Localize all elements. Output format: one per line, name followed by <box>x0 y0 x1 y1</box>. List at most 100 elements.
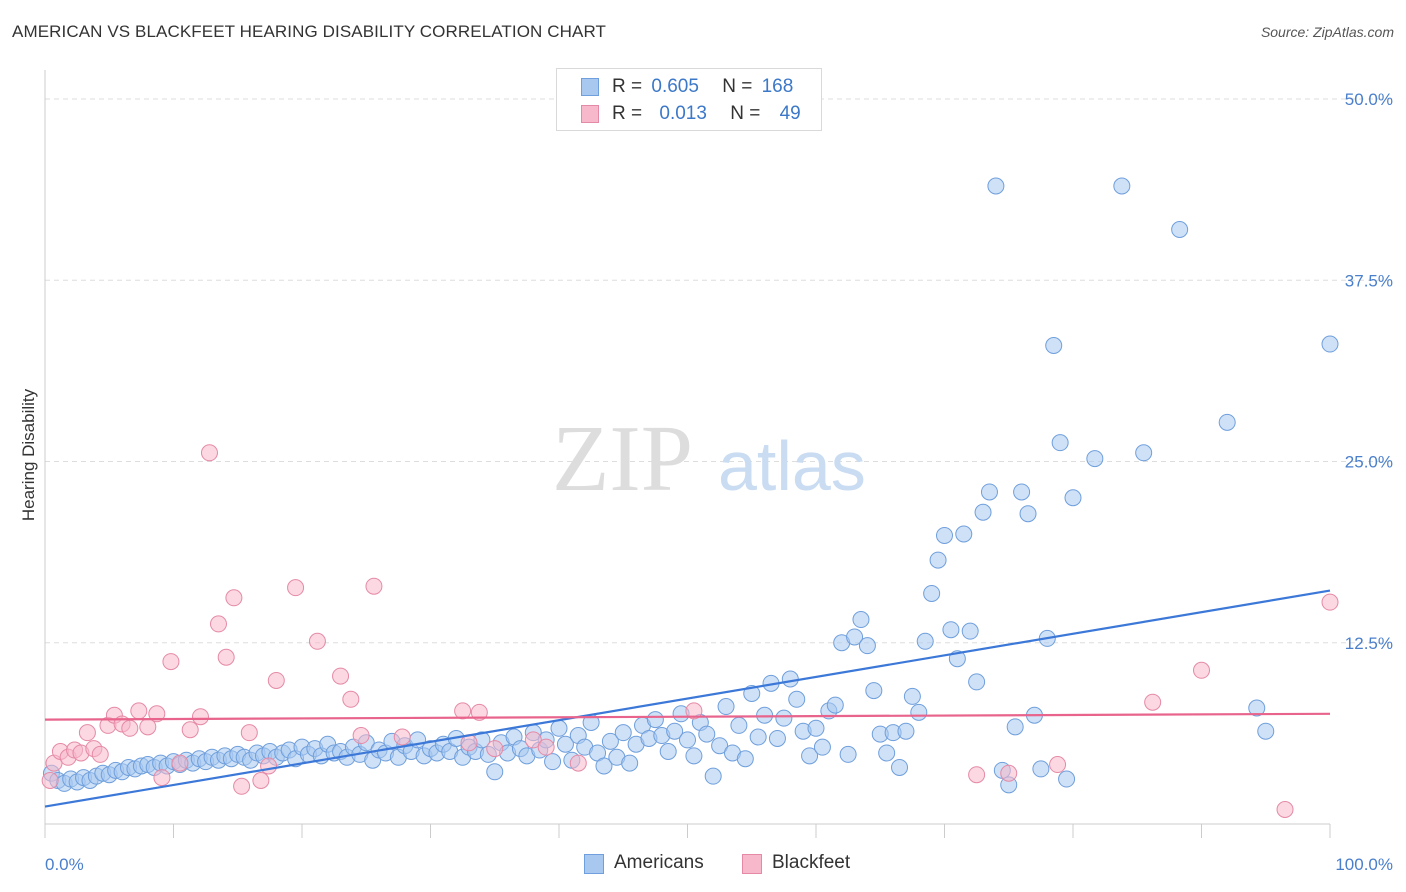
americans-point <box>801 747 819 765</box>
legend-swatch-americans <box>581 78 599 96</box>
americans-point <box>813 738 831 756</box>
americans-point <box>679 731 696 749</box>
americans-point <box>846 628 864 646</box>
americans-point <box>1113 177 1131 195</box>
americans-point <box>550 719 568 737</box>
americans-point <box>858 637 876 655</box>
americans-point <box>698 725 716 743</box>
blackfeet-point <box>171 754 189 772</box>
blackfeet-point <box>537 738 555 756</box>
watermark: ZIP atlas <box>552 407 866 511</box>
americans-points <box>42 177 1339 794</box>
americans-point <box>961 622 979 640</box>
americans-point <box>736 750 754 768</box>
blackfeet-point <box>153 769 171 787</box>
americans-point <box>929 551 947 569</box>
americans-point <box>1045 337 1063 354</box>
grid-lines <box>45 98 1392 644</box>
blackfeet-point <box>287 579 305 597</box>
americans-point <box>704 767 722 785</box>
blackfeet-point <box>685 702 703 720</box>
blackfeet-point <box>486 740 504 758</box>
legend-r-value: 0.605 <box>651 76 699 97</box>
americans-point <box>1013 483 1031 501</box>
blackfeet-point <box>130 702 148 720</box>
americans-point <box>1019 505 1037 523</box>
blackfeet-point <box>200 444 218 462</box>
americans-trend-line <box>44 589 1331 808</box>
blackfeet-points <box>41 444 1339 818</box>
legend-n-value: 168 <box>761 76 794 97</box>
americans-point <box>556 735 574 753</box>
blackfeet-point <box>233 777 251 795</box>
americans-point <box>826 696 844 714</box>
americans-point <box>1064 489 1082 507</box>
blackfeet-point <box>968 766 986 784</box>
blackfeet-point <box>524 731 542 749</box>
blackfeet-point <box>1276 801 1294 818</box>
legend-n-value: 49 <box>779 103 801 124</box>
americans-point <box>852 611 870 629</box>
blackfeet-point <box>454 702 472 720</box>
legend-n-label: N = <box>722 76 753 97</box>
blackfeet-point <box>41 772 59 789</box>
americans-point <box>621 754 639 772</box>
chart-title: AMERICAN VS BLACKFEET HEARING DISABILITY… <box>12 22 607 41</box>
correlation-legend: R = 0.605 N = 168 R = 0.013 N = 49 <box>556 68 822 131</box>
blackfeet-point <box>352 727 370 745</box>
legend-swatch-blackfeet <box>581 105 599 123</box>
americans-point <box>717 698 735 716</box>
americans-point <box>968 673 986 691</box>
x-tick-label: 100.0% <box>1335 855 1393 874</box>
axes <box>44 70 1331 838</box>
americans-point <box>942 621 960 639</box>
blackfeet-point <box>148 705 166 723</box>
americans-point <box>768 729 786 747</box>
y-axis-label: Hearing Disability <box>19 388 38 521</box>
blackfeet-point <box>78 724 96 742</box>
americans-point <box>1171 221 1189 238</box>
blackfeet-point <box>470 703 488 721</box>
americans-point <box>749 728 767 746</box>
blackfeet-point <box>1321 593 1339 611</box>
americans-point <box>666 722 684 740</box>
blackfeet-point <box>209 615 227 633</box>
americans-point <box>614 724 632 742</box>
y-tick-label: 50.0% <box>1345 90 1393 109</box>
americans-point <box>897 722 915 740</box>
americans-point <box>910 703 928 721</box>
americans-point <box>1248 699 1266 717</box>
watermark-atlas: atlas <box>718 427 866 505</box>
blackfeet-point <box>308 632 326 650</box>
blackfeet-point <box>569 754 587 772</box>
blackfeet-point <box>1193 661 1210 679</box>
americans-point <box>595 757 613 775</box>
bottom-legend-swatch-americans <box>584 854 604 874</box>
americans-point <box>936 526 953 544</box>
source-label: Source: ZipAtlas.com <box>1260 24 1394 40</box>
americans-point <box>1218 413 1236 431</box>
legend-r-value: 0.013 <box>659 103 707 124</box>
americans-point <box>1135 444 1153 462</box>
americans-point <box>903 687 921 705</box>
bottom-legend-swatch-blackfeet <box>742 854 762 874</box>
blackfeet-point <box>252 772 270 789</box>
americans-point <box>685 747 703 765</box>
americans-point <box>1086 450 1104 468</box>
blackfeet-point <box>342 690 360 708</box>
americans-point <box>865 682 883 700</box>
blackfeet-point <box>162 653 180 671</box>
watermark-zip: ZIP <box>552 407 693 511</box>
blackfeet-point <box>121 719 139 737</box>
americans-point <box>955 525 973 543</box>
americans-point <box>1032 760 1050 778</box>
americans-point <box>730 716 748 734</box>
blackfeet-point <box>91 745 109 763</box>
americans-point <box>916 632 934 650</box>
americans-point <box>544 753 562 771</box>
americans-point <box>878 744 896 762</box>
americans-point <box>807 719 825 737</box>
americans-point <box>1321 335 1339 353</box>
y-tick-label: 12.5% <box>1345 634 1393 653</box>
americans-point <box>1006 718 1024 736</box>
